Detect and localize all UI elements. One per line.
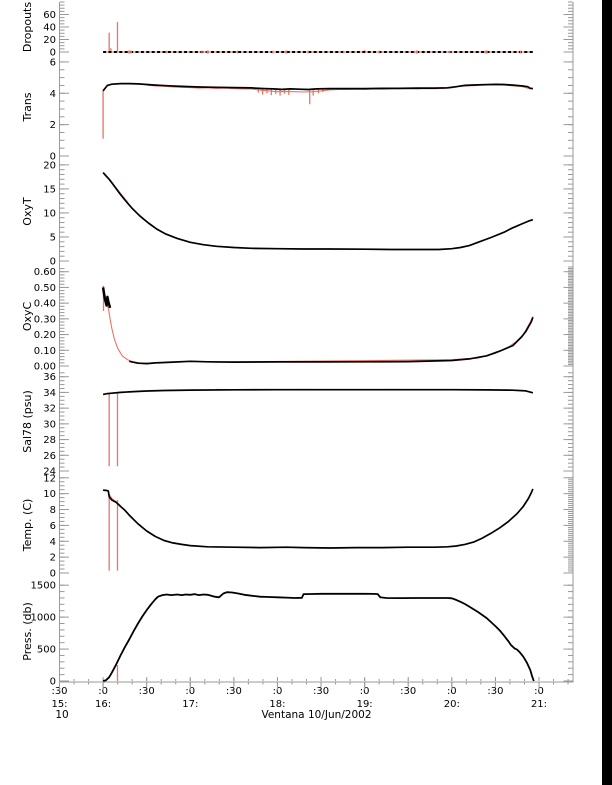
svg-text::0: :0 — [360, 686, 370, 697]
series-clean — [103, 488, 534, 549]
svg-text:15: 15 — [43, 184, 56, 195]
svg-text::30: :30 — [400, 686, 416, 697]
svg-text:0.00: 0.00 — [34, 362, 56, 373]
svg-text::0: :0 — [447, 686, 457, 697]
svg-text:12: 12 — [43, 473, 56, 484]
svg-text:0.10: 0.10 — [34, 346, 56, 357]
svg-text:19:: 19: — [357, 699, 373, 710]
series-clean-start — [101, 287, 112, 309]
svg-text:28: 28 — [43, 435, 56, 446]
svg-text::30: :30 — [226, 686, 242, 697]
svg-text:10: 10 — [43, 489, 56, 500]
svg-text::0: :0 — [534, 686, 544, 697]
svg-text:Trans: Trans — [21, 92, 34, 122]
svg-text:18:: 18: — [269, 699, 285, 710]
svg-text:36: 36 — [43, 372, 56, 383]
svg-text:Sal78 (psu): Sal78 (psu) — [21, 390, 34, 453]
series-raw — [102, 285, 534, 364]
svg-text:Temp. (C): Temp. (C) — [21, 499, 34, 553]
svg-text::0: :0 — [98, 686, 108, 697]
svg-text:30: 30 — [43, 419, 56, 430]
svg-text:0: 0 — [50, 569, 56, 580]
window-background-strip — [602, 0, 612, 785]
panel-oxyt: 0 5 10 15 20 OxyT — [21, 160, 573, 268]
svg-text:6: 6 — [50, 57, 56, 68]
panel-sal78-psu-: 24 26 28 30 32 34 36 Sal78 (psu) — [21, 372, 573, 478]
svg-text:1000: 1000 — [31, 613, 56, 624]
series-clean — [102, 172, 534, 251]
svg-text:0.40: 0.40 — [34, 299, 56, 310]
svg-text:Dropouts: Dropouts — [21, 2, 34, 52]
svg-text:24: 24 — [43, 467, 56, 478]
x-axis-day-label: 10 — [55, 709, 69, 721]
svg-text:4: 4 — [50, 89, 56, 100]
svg-text:20: 20 — [43, 35, 56, 46]
svg-text:0.30: 0.30 — [34, 314, 56, 325]
svg-text:0: 0 — [50, 152, 56, 163]
axes — [59, 2, 574, 683]
panel-oxyc: 0.00 0.10 0.20 0.30 0.40 0.50 0.60 OxyC — [21, 266, 573, 373]
svg-text:0.50: 0.50 — [34, 283, 56, 294]
svg-text:6: 6 — [50, 521, 56, 532]
svg-text:15:: 15: — [51, 699, 67, 710]
svg-text::30: :30 — [487, 686, 503, 697]
svg-text::30: :30 — [139, 686, 155, 697]
svg-text:60: 60 — [43, 10, 56, 21]
svg-text:20: 20 — [43, 160, 56, 171]
svg-text:1500: 1500 — [31, 581, 56, 592]
svg-text::30: :30 — [313, 686, 329, 697]
svg-text:0: 0 — [50, 677, 56, 688]
svg-text:2: 2 — [50, 553, 56, 564]
svg-text:OxyC: OxyC — [21, 302, 34, 332]
svg-text:20:: 20: — [444, 699, 460, 710]
svg-text:17:: 17: — [182, 699, 198, 710]
svg-text:2: 2 — [50, 120, 56, 131]
svg-text:Press. (db): Press. (db) — [21, 602, 34, 661]
panel-press-db-: 0 500 1000 1500 Press. (db) — [21, 581, 573, 688]
svg-text::30: :30 — [51, 686, 67, 697]
svg-text:0.60: 0.60 — [34, 267, 56, 278]
x-axis: :30 :0 :30 :0 :30 :0 :30 :0 :30 :0 :30 :0 15: 16: 17: 1… — [51, 677, 569, 710]
svg-text:21:: 21: — [531, 699, 547, 710]
svg-text::0: :0 — [185, 686, 195, 697]
svg-text:34: 34 — [43, 388, 56, 399]
svg-text:OxyT: OxyT — [21, 197, 34, 226]
svg-text:4: 4 — [50, 537, 56, 548]
chart-title: Ventana 10/Jun/2002 — [261, 709, 372, 721]
svg-text:8: 8 — [50, 505, 56, 516]
svg-text:10: 10 — [43, 208, 56, 219]
svg-text:0.20: 0.20 — [34, 330, 56, 341]
panel-temp-c-: 0 2 4 6 8 10 12 Temp. (C) — [21, 473, 573, 580]
svg-text:40: 40 — [43, 23, 56, 34]
series-clean — [102, 388, 534, 396]
series-clean — [102, 82, 533, 92]
svg-text:26: 26 — [43, 451, 56, 462]
svg-text:5: 5 — [50, 232, 56, 243]
svg-text:32: 32 — [43, 404, 56, 415]
svg-text:16:: 16: — [95, 699, 111, 710]
series-clean — [129, 317, 534, 365]
panel-trans: 0 2 4 6 Trans — [21, 57, 573, 163]
svg-text:0: 0 — [50, 48, 56, 59]
series-clean — [102, 591, 535, 682]
svg-text:500: 500 — [37, 645, 56, 656]
svg-text:0: 0 — [50, 257, 56, 268]
svg-text::0: :0 — [273, 686, 283, 697]
